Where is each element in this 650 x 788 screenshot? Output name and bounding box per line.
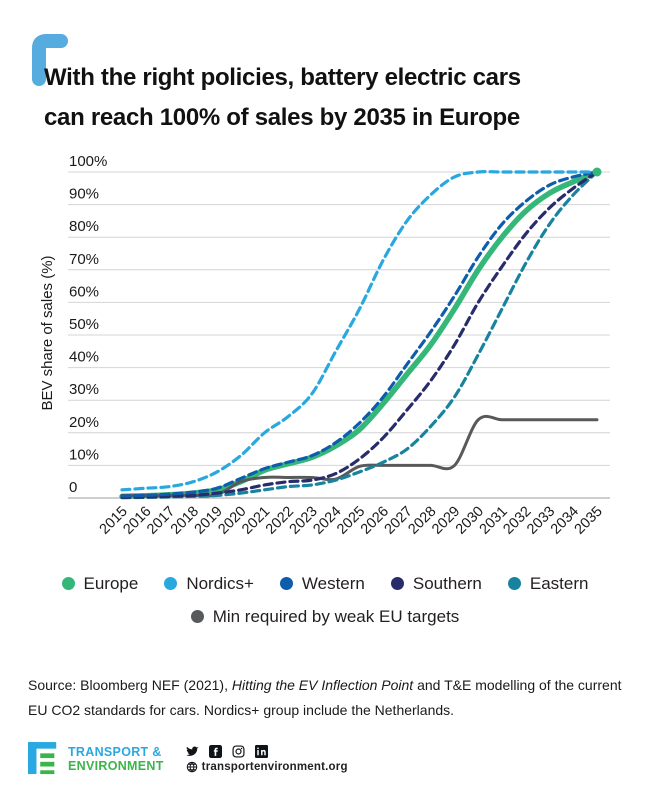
corner-bracket-icon	[32, 34, 68, 86]
series-line-nordics-	[120, 170, 599, 492]
instagram-icon[interactable]	[232, 744, 245, 758]
social-icons-row	[185, 744, 348, 758]
bev-share-line-chart: 010%20%30%40%50%60%70%80%90%100%20152016…	[39, 153, 610, 538]
y-tick-label: 100%	[69, 153, 107, 170]
x-tick-label-2035: 2035	[572, 504, 606, 538]
website-row: transportenvironment.org	[186, 761, 348, 773]
te-logo-icon	[28, 742, 57, 775]
legend-label-nordics: Nordics+	[186, 573, 254, 593]
legend-label-western: Western	[301, 573, 365, 593]
page-title-line2: can reach 100% of sales by 2035 in Europ…	[44, 104, 520, 132]
legend-dot-southern	[390, 577, 404, 590]
legend-item-southern: Southern	[390, 573, 482, 594]
source-note: Source: Bloomberg NEF (2021), Hitting th…	[28, 673, 628, 723]
legend-dot-western	[279, 577, 293, 590]
globe-icon	[186, 761, 197, 773]
y-tick-label: 10%	[69, 446, 99, 463]
y-tick-label: 90%	[69, 186, 99, 203]
legend-label-min-eu-targets: Min required by weak EU targets	[212, 606, 460, 626]
series-end-dot	[592, 167, 602, 177]
legend-item-min-eu-targets: Min required by weak EU targets	[190, 606, 460, 627]
y-tick-label: 60%	[69, 283, 99, 300]
website-url: transportenvironment.org	[201, 761, 348, 773]
page-title: With the right policies, battery electri…	[44, 58, 629, 138]
te-wordmark-environment: ENVIRONMENT	[68, 759, 164, 773]
te-wordmark: TRANSPORT & ENVIRONMENT	[68, 745, 164, 773]
y-tick-label: 40%	[69, 349, 99, 366]
source-text-italic: Hitting the EV Inflection Point	[231, 677, 414, 693]
y-tick-label: 20%	[69, 414, 99, 431]
legend-item-eastern: Eastern	[507, 573, 589, 594]
chart-legend: Europe Nordics+ Western Southern Eastern…	[0, 567, 650, 633]
y-tick-label: 80%	[69, 218, 99, 235]
footer: TRANSPORT & ENVIRONMENT	[28, 742, 348, 776]
legend-item-nordics: Nordics+	[164, 574, 254, 594]
te-wordmark-transport: TRANSPORT &	[68, 745, 162, 759]
social-block: transportenvironment.org	[185, 744, 348, 773]
y-tick-label: 0	[69, 479, 77, 496]
y-tick-label: 50%	[69, 316, 99, 333]
corner-bracket-path	[32, 34, 68, 86]
legend-label-southern: Southern	[412, 573, 482, 593]
legend-label-eastern: Eastern	[529, 573, 589, 593]
y-axis-title: BEV share of sales (%)	[39, 255, 56, 410]
source-text-prefix: Source: Bloomberg NEF (2021),	[28, 677, 232, 693]
legend-dot-eastern	[507, 577, 521, 590]
series-line-europe	[119, 169, 600, 500]
series-line-western	[120, 170, 599, 498]
legend-dot-min-eu-targets	[190, 610, 204, 623]
twitter-icon[interactable]	[185, 745, 199, 758]
y-tick-label: 30%	[69, 381, 99, 398]
legend-item-western: Western	[279, 573, 365, 594]
legend-item-europe: Europe	[61, 573, 139, 594]
legend-dot-europe	[61, 577, 75, 590]
legend-label-europe: Europe	[83, 573, 139, 593]
y-tick-label: 70%	[69, 251, 99, 268]
series-line-southern	[120, 170, 599, 499]
facebook-icon[interactable]	[208, 744, 222, 758]
page-title-line1: With the right policies, battery electri…	[44, 64, 521, 92]
source-text-suffix: and T&E modelling of the current EU CO2 …	[28, 677, 622, 718]
legend-row-min-targets: Min required by weak EU targets	[0, 600, 650, 633]
legend-row-regions: Europe Nordics+ Western Southern Eastern	[0, 567, 650, 600]
linkedin-icon[interactable]	[254, 744, 268, 758]
legend-dot-nordics	[164, 577, 178, 590]
